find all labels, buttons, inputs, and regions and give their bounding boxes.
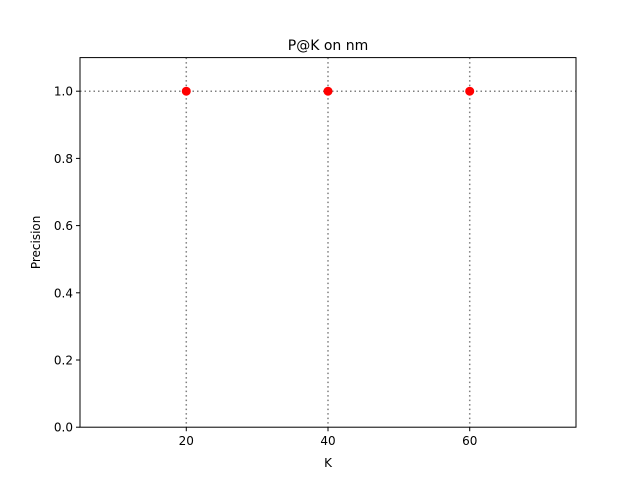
y-tick-label: 0.2 xyxy=(54,354,73,368)
data-points xyxy=(181,86,475,96)
x-axis-ticks: 20 40 60 xyxy=(179,427,477,448)
x-tick-label: 20 xyxy=(179,434,194,448)
y-tick-label: 1.0 xyxy=(54,85,73,99)
y-tick-label: 0.0 xyxy=(54,421,73,435)
data-point xyxy=(323,86,333,96)
chart-title: P@K on nm xyxy=(288,38,368,54)
x-tick-label: 40 xyxy=(320,434,335,448)
y-tick-label: 0.6 xyxy=(54,219,73,233)
y-tick-label: 0.4 xyxy=(54,286,73,300)
data-point xyxy=(181,86,191,96)
y-tick-label: 0.8 xyxy=(54,152,73,166)
y-axis-label: Precision xyxy=(29,216,43,270)
reference-lines xyxy=(80,57,576,428)
x-axis-label: K xyxy=(324,456,333,470)
x-tick-label: 60 xyxy=(462,434,477,448)
data-point xyxy=(465,86,475,96)
y-axis-ticks: 0.0 0.2 0.4 0.6 0.8 1.0 xyxy=(54,85,80,435)
